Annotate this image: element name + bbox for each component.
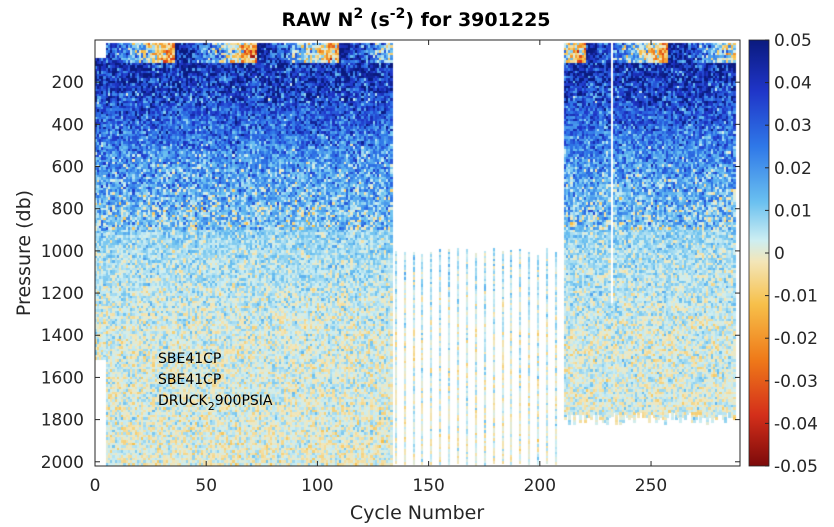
x-tick-label: 100 bbox=[301, 476, 333, 496]
colorbar-tick-label: 0.04 bbox=[774, 74, 812, 94]
y-tick-label: 1400 bbox=[41, 326, 84, 346]
colorbar-tick-label: -0.05 bbox=[774, 457, 818, 477]
plot-frame bbox=[94, 39, 741, 467]
y-tick-label: 1000 bbox=[41, 242, 84, 262]
colorbar-tick-label: 0.02 bbox=[774, 159, 812, 179]
y-tick-label: 600 bbox=[52, 158, 84, 178]
colorbar-tick-label: 0 bbox=[774, 244, 785, 264]
y-axis-label: Pressure (db) bbox=[13, 190, 35, 316]
x-tick-label: 200 bbox=[524, 476, 556, 496]
sensor-annotations: SBE41CP SBE41CP DRUCK2900PSIA bbox=[158, 351, 273, 413]
y-tick-label: 2000 bbox=[41, 453, 84, 473]
colorbar-tick-label: 0.03 bbox=[774, 116, 812, 136]
y-tick-label: 1600 bbox=[41, 368, 84, 388]
heatmap-canvas bbox=[95, 40, 740, 466]
chart-title: RAW N2 (s-2) for 3901225 bbox=[281, 6, 550, 31]
colorbar-tick-label: -0.01 bbox=[774, 287, 818, 307]
colorbar-ticks: 0.05 0.04 0.03 0.02 0.01 0 -0.01 -0.02 -0.03 -0.0… bbox=[765, 31, 818, 477]
x-axis-label: Cycle Number bbox=[350, 502, 484, 524]
colorbar-tick-label: -0.02 bbox=[774, 329, 818, 349]
y-tick-label: 1800 bbox=[41, 411, 84, 431]
colorbar-tick-label: 0.05 bbox=[774, 31, 812, 51]
colorbar-tick-label: -0.03 bbox=[774, 372, 818, 392]
annotation-sensor-3: DRUCK2900PSIA bbox=[158, 393, 273, 413]
y-axis: 200 400 600 800 1000 1200 1400 1600 1800 2000 bbox=[41, 73, 740, 473]
annotation-sensor-1: SBE41CP bbox=[158, 351, 221, 367]
colorbar-tick-label: -0.04 bbox=[774, 414, 818, 434]
y-tick-label: 1200 bbox=[41, 284, 84, 304]
heatmap-area bbox=[95, 40, 740, 466]
x-tick-label: 50 bbox=[195, 476, 217, 496]
x-tick-label: 250 bbox=[635, 476, 667, 496]
annotation-sensor-2: SBE41CP bbox=[158, 372, 221, 388]
x-axis: 0 50 100 150 200 250 bbox=[90, 40, 667, 496]
x-tick-label: 0 bbox=[90, 476, 101, 496]
colorbar-tick-label: 0.01 bbox=[774, 201, 812, 221]
y-tick-label: 200 bbox=[52, 73, 84, 93]
y-tick-label: 400 bbox=[52, 115, 84, 135]
x-tick-label: 150 bbox=[412, 476, 444, 496]
y-tick-label: 800 bbox=[52, 200, 84, 220]
